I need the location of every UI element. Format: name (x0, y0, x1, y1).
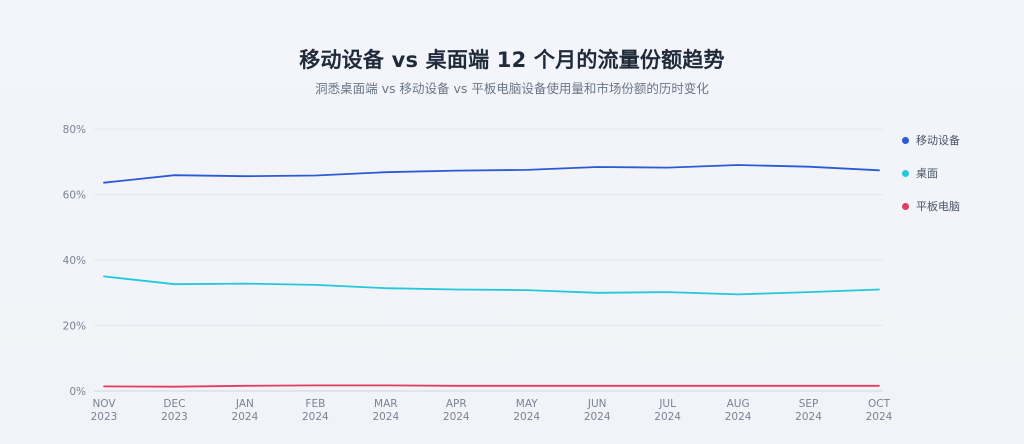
x-tick-month: FEB (305, 398, 325, 410)
legend-item[interactable]: 移动设备 (902, 132, 960, 148)
legend-dot-icon (902, 169, 909, 177)
x-tick-year: 2024 (302, 411, 329, 423)
y-tick-label: 0% (69, 386, 86, 398)
x-tick-year: 2024 (443, 411, 470, 423)
grid-lines (94, 128, 883, 392)
legend-label: 桌面 (916, 167, 938, 180)
x-tick-month: NOV (92, 398, 116, 410)
legend-item[interactable]: 平板电脑 (902, 198, 960, 214)
x-tick-month: JUL (658, 398, 676, 410)
legend-label: 平板电脑 (916, 200, 960, 213)
x-tick-year: 2024 (725, 411, 752, 423)
x-tick-year: 2024 (584, 411, 611, 423)
y-tick-label: 40% (63, 255, 86, 267)
x-tick-year: 2024 (513, 411, 540, 423)
x-tick-year: 2024 (795, 411, 822, 423)
x-axis-ticks: NOV2023DEC2023JAN2024FEB2024MAR2024APR20… (91, 398, 893, 423)
series-line (103, 164, 880, 184)
x-tick-month: SEP (799, 398, 819, 410)
legend-label: 移动设备 (916, 134, 960, 147)
series-lines (103, 164, 880, 388)
x-tick-year: 2024 (866, 411, 893, 423)
x-tick-year: 2024 (654, 411, 681, 423)
y-tick-label: 20% (63, 321, 86, 333)
x-tick-month: DEC (163, 398, 185, 410)
x-tick-month: JUN (587, 398, 607, 410)
x-tick-year: 2023 (161, 411, 188, 423)
x-tick-month: OCT (868, 398, 891, 410)
x-tick-month: JAN (235, 398, 254, 410)
y-tick-label: 80% (63, 124, 86, 136)
x-tick-month: AUG (727, 398, 750, 410)
x-tick-month: MAY (516, 398, 538, 410)
chart-title: 移动设备 vs 桌面端 12 个月的流量份额趋势 (299, 48, 725, 72)
chart-subtitle: 洞悉桌面端 vs 移动设备 vs 平板电脑设备使用量和市场份额的历时变化 (315, 81, 709, 96)
legend-dot-icon (902, 202, 909, 210)
y-axis-ticks: 0% 20% 40% 60% 80% (63, 124, 86, 398)
x-tick-year: 2024 (232, 411, 259, 423)
x-tick-year: 2024 (372, 411, 399, 423)
series-line (103, 275, 880, 296)
x-tick-year: 2023 (91, 411, 118, 423)
x-tick-month: MAR (374, 398, 398, 410)
x-tick-month: APR (446, 398, 467, 410)
series-line (103, 384, 880, 388)
legend-dot-icon (902, 136, 909, 144)
legend-item[interactable]: 桌面 (902, 165, 938, 181)
y-tick-label: 60% (63, 190, 86, 202)
